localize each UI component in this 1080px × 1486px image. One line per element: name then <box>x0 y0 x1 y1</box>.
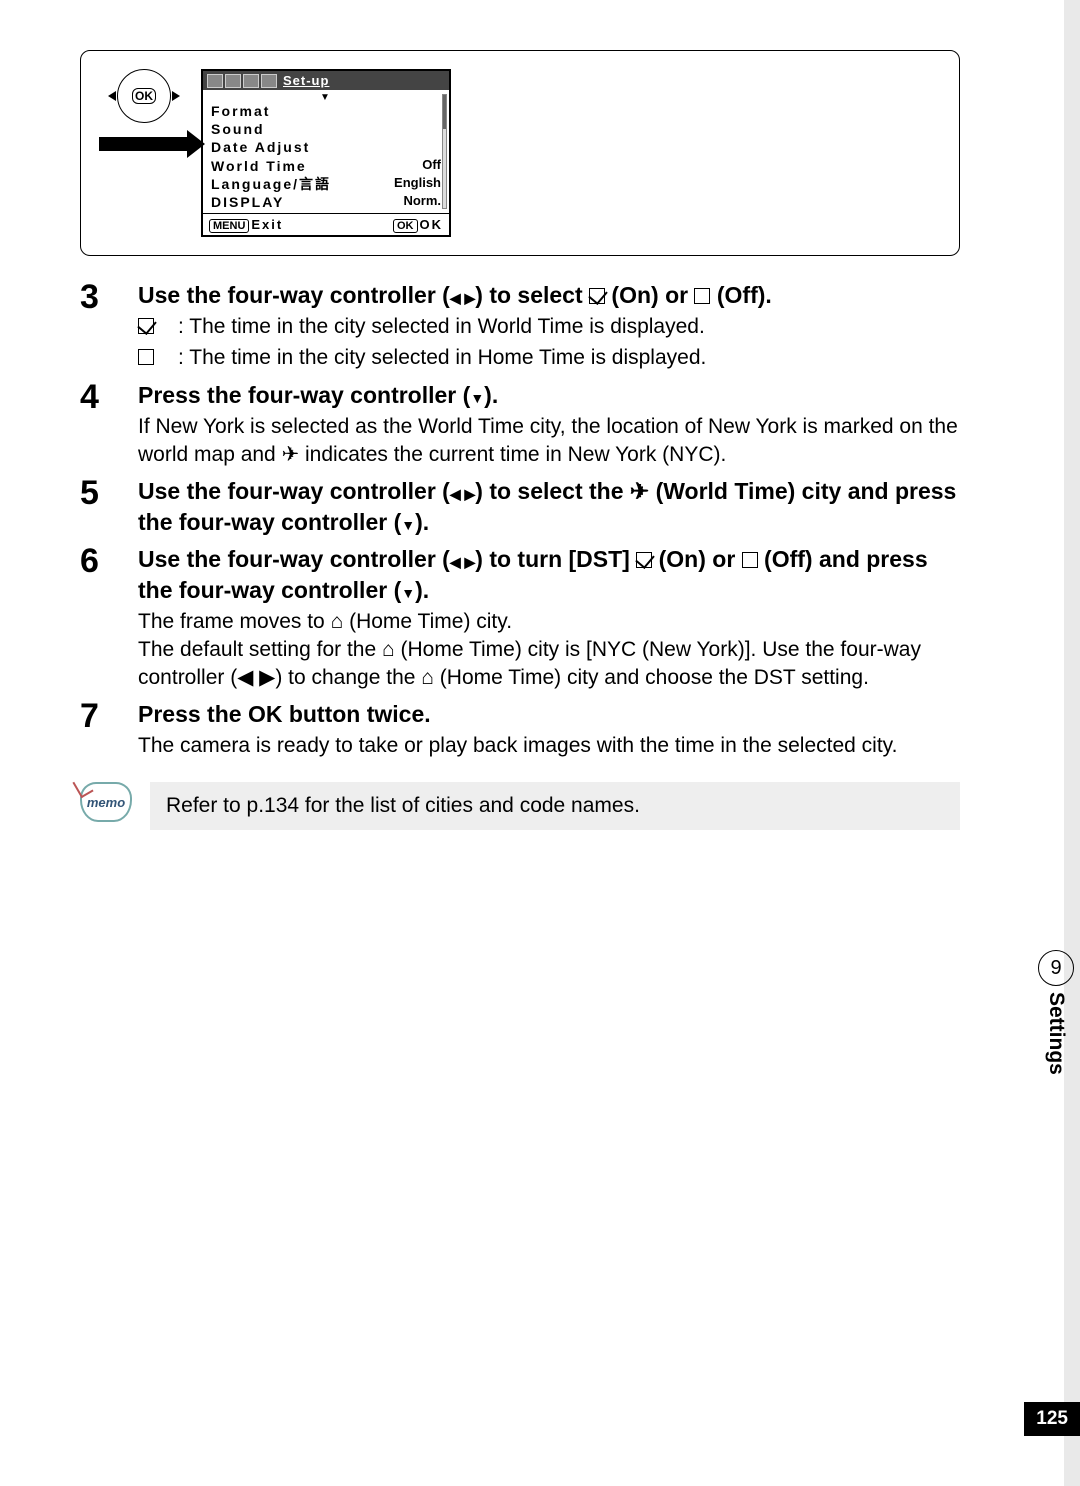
step-number: 5 <box>80 476 116 538</box>
illustration-frame: OK Set-up ▼ Format Sound Date Adjust <box>80 50 960 256</box>
lcd-row: Sound <box>211 120 441 138</box>
lcd-scrollbar <box>442 94 447 209</box>
lcd-row: Date Adjust <box>211 138 441 156</box>
lcd-screen: Set-up ▼ Format Sound Date Adjust World … <box>201 69 451 237</box>
step-3: 3 Use the four-way controller (◀ ▶) to s… <box>80 280 960 374</box>
step-number: 7 <box>80 699 116 760</box>
lcd-row: DISPLAYNorm. <box>211 193 441 211</box>
step-6: 6 Use the four-way controller (◀ ▶) to t… <box>80 544 960 693</box>
step-4: 4 Press the four-way controller (▼). If … <box>80 380 960 470</box>
tab-icon-play <box>225 74 241 88</box>
tab-icon-camera <box>207 74 223 88</box>
lcd-row: World TimeOff <box>211 157 441 175</box>
chapter-label: Settings <box>1044 992 1068 1075</box>
page-number: 125 <box>1024 1402 1080 1436</box>
step-heading: Press the OK button twice. <box>138 699 960 730</box>
tab-icon-video <box>243 74 259 88</box>
lcd-footer: MENUExit OKOK <box>203 213 449 235</box>
memo-icon: memo <box>80 782 132 822</box>
step-number: 4 <box>80 380 116 470</box>
lcd-scroll-arrow-icon: ▼ <box>211 94 441 102</box>
tab-icon-tools <box>261 74 277 88</box>
checkbox-on-icon <box>589 288 605 304</box>
chapter-tab: 9 Settings <box>1032 950 1080 1075</box>
lcd-row: Language/言語English <box>211 175 441 193</box>
manual-page: OK Set-up ▼ Format Sound Date Adjust <box>0 0 1080 830</box>
step-heading: Use the four-way controller (◀ ▶) to sel… <box>138 476 960 538</box>
ok-key-icon: OK <box>393 219 418 233</box>
step-heading: Use the four-way controller (◀ ▶) to tur… <box>138 544 960 606</box>
step-5: 5 Use the four-way controller (◀ ▶) to s… <box>80 476 960 538</box>
checkbox-off-icon <box>742 552 758 568</box>
step-description: The frame moves to ⌂ (Home Time) city. T… <box>138 608 960 693</box>
checkbox-on-icon <box>636 552 652 568</box>
checkbox-on-icon <box>138 318 154 334</box>
chapter-number: 9 <box>1038 950 1074 986</box>
lcd-setup-label: Set-up <box>283 73 329 88</box>
step-number: 6 <box>80 544 116 693</box>
lcd-row: Format <box>211 102 441 120</box>
arrow-right-icon <box>99 137 189 151</box>
menu-key-icon: MENU <box>209 219 249 233</box>
lcd-tab-bar: Set-up <box>203 71 449 90</box>
step-heading: Press the four-way controller (▼). <box>138 380 960 411</box>
checkbox-off-icon <box>694 288 710 304</box>
ok-dpad-icon: OK <box>117 69 171 123</box>
step-7: 7 Press the OK button twice. The camera … <box>80 699 960 760</box>
instruction-steps: 3 Use the four-way controller (◀ ▶) to s… <box>80 280 960 760</box>
step-number: 3 <box>80 280 116 374</box>
checkbox-off-icon <box>138 349 154 365</box>
step-description: If New York is selected as the World Tim… <box>138 413 960 470</box>
memo-block: memo Refer to p.134 for the list of citi… <box>80 782 960 830</box>
memo-text: Refer to p.134 for the list of cities an… <box>150 782 960 830</box>
step-description: : The time in the city selected in World… <box>138 313 960 372</box>
step-description: The camera is ready to take or play back… <box>138 732 960 760</box>
ok-label: OK <box>132 88 156 104</box>
step-heading: Use the four-way controller (◀ ▶) to sel… <box>138 280 960 311</box>
